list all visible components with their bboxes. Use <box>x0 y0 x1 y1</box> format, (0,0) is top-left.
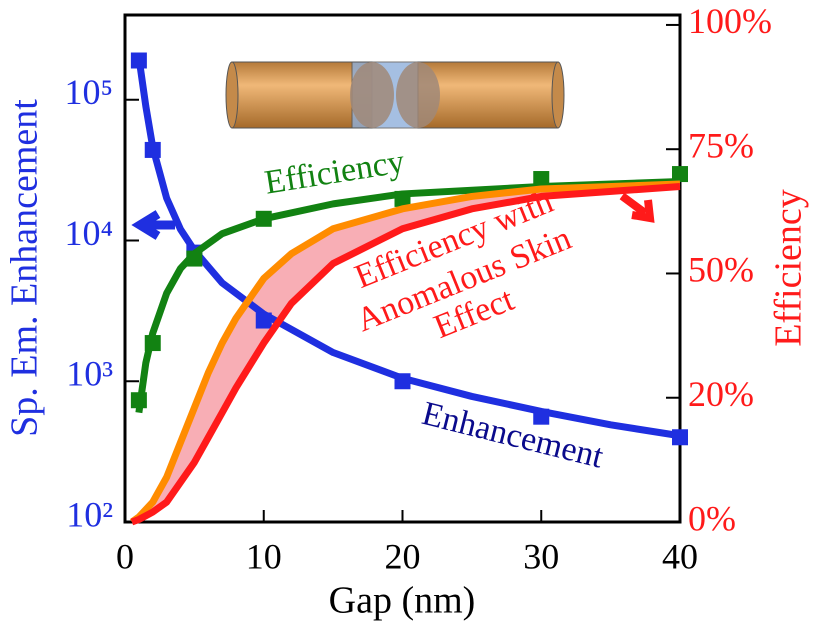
y-axis-label: Sp. Em. Enhancement <box>4 99 46 437</box>
y-tick-label: 10² <box>66 494 113 534</box>
marker <box>533 408 550 425</box>
x-tick-label: 40 <box>662 536 698 576</box>
marker <box>394 190 411 207</box>
y-tick-label: 10⁴ <box>64 213 113 253</box>
marker <box>672 429 688 446</box>
marker <box>672 166 688 183</box>
marker <box>533 171 550 188</box>
x-tick-label: 10 <box>246 536 282 576</box>
y2-tick-label: 50% <box>688 250 754 290</box>
band-fill <box>131 184 680 522</box>
annotation: Efficiency <box>262 143 407 202</box>
marker <box>394 373 411 390</box>
y2-tick-label: 20% <box>688 374 754 414</box>
marker <box>144 141 161 158</box>
line <box>129 180 681 525</box>
y2-tick-label: 0% <box>688 498 736 538</box>
marker <box>186 250 203 267</box>
marker <box>144 335 161 352</box>
y2-tick-label: 75% <box>688 125 754 165</box>
line <box>130 182 681 526</box>
x-tick-label: 0 <box>116 536 134 576</box>
x-tick-label: 20 <box>385 536 421 576</box>
marker <box>255 210 272 227</box>
marker <box>255 312 272 329</box>
left-axis-arrow <box>131 210 175 240</box>
y2-axis-label: Efficiency <box>768 189 810 347</box>
y-tick-label: 10⁵ <box>64 72 113 112</box>
y-tick-label: 10³ <box>66 354 113 394</box>
y2-tick-label: 100% <box>688 1 772 41</box>
x-axis-label: Gap (nm) <box>329 580 476 622</box>
marker <box>130 392 147 409</box>
x-tick-label: 30 <box>523 536 559 576</box>
marker <box>130 52 147 69</box>
nanowire-illustration <box>225 61 565 129</box>
right-axis-arrow <box>619 192 655 223</box>
